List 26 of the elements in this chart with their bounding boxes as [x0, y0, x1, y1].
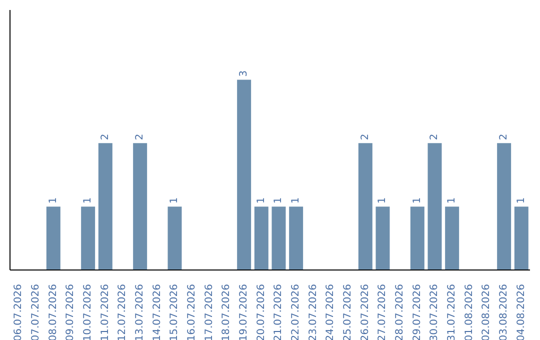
- data-label: 1: [48, 197, 59, 204]
- x-tick-label: 18.07.2026: [221, 284, 232, 340]
- x-tick-label: 15.07.2026: [169, 284, 180, 340]
- data-label: 3: [238, 70, 250, 77]
- data-label: 2: [134, 134, 146, 140]
- data-label: 2: [498, 134, 510, 140]
- data-label: 2: [429, 134, 440, 140]
- data-label: 1: [256, 197, 267, 204]
- x-tick-label: 13.07.2026: [134, 284, 146, 340]
- x-tick-label: 12.07.2026: [117, 284, 128, 340]
- x-tick-label: 10.07.2026: [82, 284, 94, 340]
- data-label: 1: [446, 197, 458, 204]
- data-label: 1: [377, 197, 388, 204]
- data-label: 1: [82, 197, 94, 204]
- data-label: 1: [169, 197, 180, 204]
- data-label: 1: [290, 197, 302, 204]
- x-tick-label: 11.07.2026: [100, 284, 111, 340]
- x-tick-label: 17.07.2026: [204, 284, 215, 340]
- x-tick-label: 16.07.2026: [186, 284, 198, 340]
- data-label: 2: [360, 134, 371, 140]
- data-label: 1: [516, 197, 527, 204]
- x-tick-label: 14.07.2026: [152, 284, 163, 340]
- x-tick-label: 19.07.2026: [238, 284, 250, 340]
- data-label: 1: [273, 197, 284, 204]
- data-label: 2: [100, 134, 111, 140]
- data-label: 1: [412, 197, 423, 204]
